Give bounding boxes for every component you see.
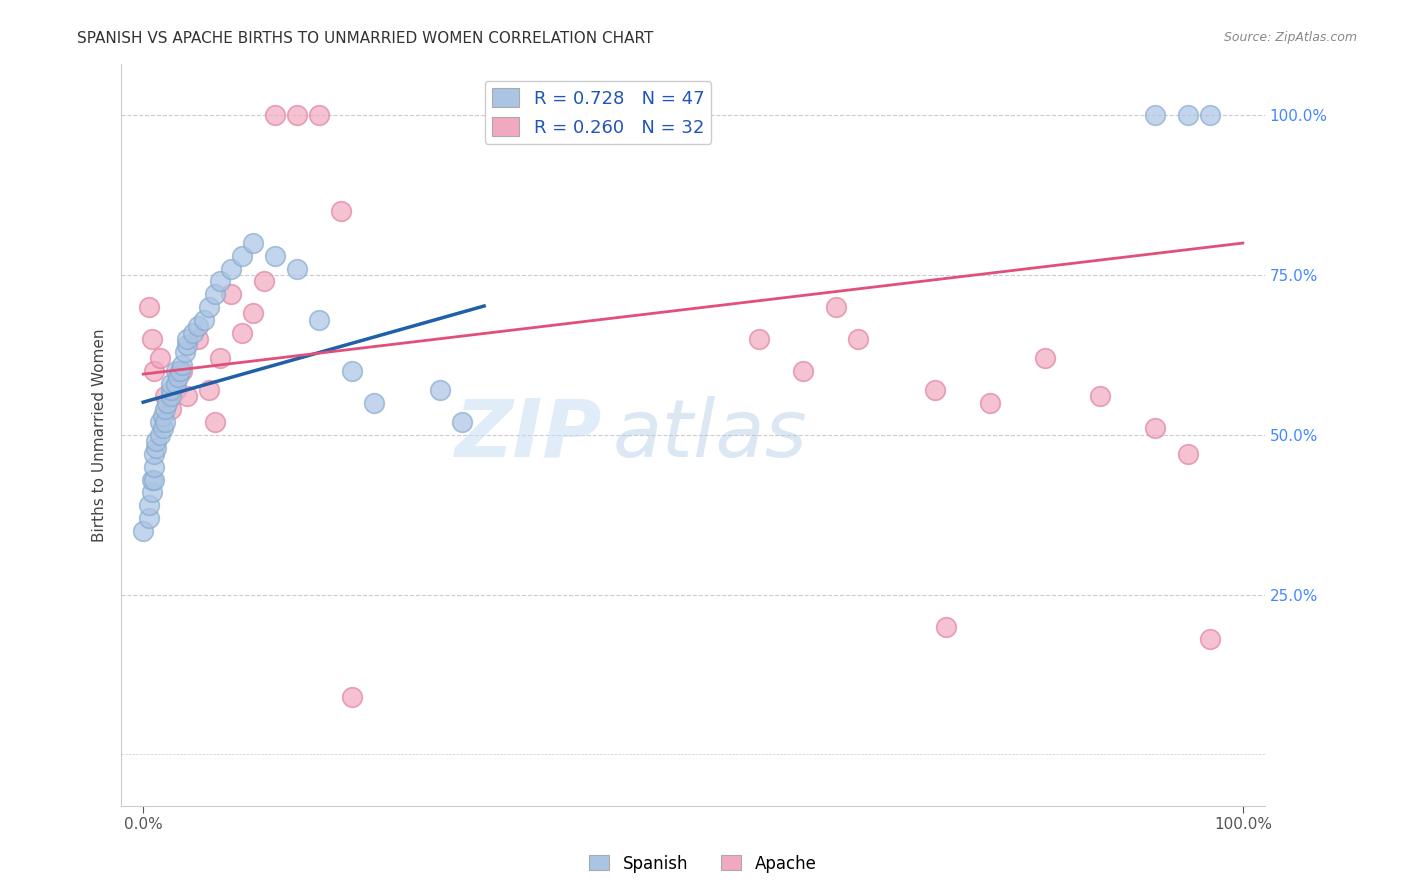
Point [170,364,193,378]
Point [159,402,181,417]
Point [363,396,385,410]
Point [935,619,957,633]
Point [155,389,177,403]
Point [159,376,181,391]
Point [165,376,187,391]
Point [132,524,155,538]
Point [285,108,308,122]
Point [198,383,221,397]
Point [264,249,287,263]
Point [141,485,163,500]
Text: ZIP: ZIP [454,396,602,474]
Point [181,326,204,340]
Point [169,364,191,378]
Point [159,383,181,397]
Point [143,459,166,474]
Point [1199,632,1222,647]
Point [143,364,166,378]
Point [143,473,166,487]
Point [141,473,163,487]
Text: SPANISH VS APACHE BIRTHS TO UNMARRIED WOMEN CORRELATION CHART: SPANISH VS APACHE BIRTHS TO UNMARRIED WO… [77,31,654,46]
Point [187,332,209,346]
Point [152,409,174,423]
Point [138,300,160,314]
Point [264,108,287,122]
Point [924,383,946,397]
Point [152,421,174,435]
Point [159,389,181,403]
Point [330,204,353,219]
Point [1143,108,1166,122]
Point [176,332,198,346]
Point [165,383,187,397]
Point [204,287,226,301]
Point [176,389,198,403]
Point [149,427,172,442]
Point [149,351,172,365]
Point [219,287,242,301]
Legend: Spanish, Apache: Spanish, Apache [582,848,824,880]
Point [242,306,264,320]
Point [198,300,221,314]
Point [156,396,179,410]
Point [792,364,814,378]
Point [170,358,193,372]
Text: atlas: atlas [613,396,807,474]
Point [1088,389,1111,403]
Point [138,511,160,525]
Point [285,261,308,276]
Text: Source: ZipAtlas.com: Source: ZipAtlas.com [1223,31,1357,45]
Point [1177,447,1199,461]
Point [231,249,253,263]
Point [209,351,232,365]
Point [138,498,160,512]
Point [340,364,363,378]
Point [231,326,253,340]
Point [143,447,166,461]
Point [253,274,276,288]
Point [165,364,187,378]
Point [149,415,172,429]
Point [145,441,167,455]
Point [979,396,1001,410]
Point [1143,421,1166,435]
Point [1033,351,1056,365]
Point [167,370,190,384]
Point [429,383,451,397]
Y-axis label: Births to Unmarried Women: Births to Unmarried Women [93,328,107,541]
Point [174,344,197,359]
Point [825,300,848,314]
Point [155,402,177,417]
Point [219,261,242,276]
Point [176,338,198,352]
Point [204,415,226,429]
Point [145,434,167,449]
Point [308,108,330,122]
Point [846,332,869,346]
Point [748,332,770,346]
Point [451,415,474,429]
Point [1199,108,1222,122]
Point [187,319,209,334]
Legend: R = 0.728   N = 47, R = 0.260   N = 32: R = 0.728 N = 47, R = 0.260 N = 32 [485,80,711,144]
Point [1177,108,1199,122]
Point [193,312,215,326]
Point [340,690,363,704]
Point [209,274,232,288]
Point [308,312,330,326]
Point [242,235,264,250]
Point [141,332,163,346]
Point [155,415,177,429]
